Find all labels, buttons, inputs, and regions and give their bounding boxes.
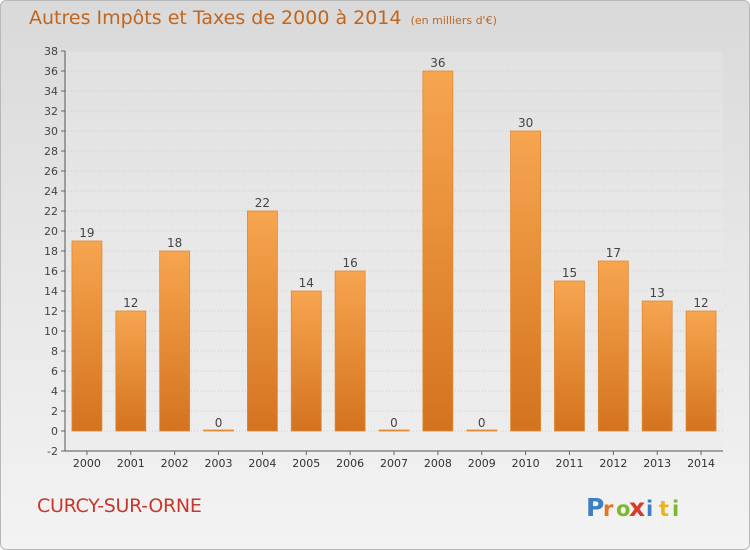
bar-2005 [290,290,322,432]
bar-2009 [466,429,498,432]
bar-2012 [597,260,629,432]
x-tick-label-2003: 2003 [205,457,233,470]
logo-letter: x [629,493,645,522]
y-tick-label: 38 [44,45,58,58]
y-tick-label: 20 [44,225,58,238]
y-tick-label: 16 [44,265,58,278]
y-tick-label: 34 [44,85,58,98]
x-tick-label-2004: 2004 [248,457,276,470]
bar-2008 [422,70,454,432]
y-tick-label: -2 [47,445,58,458]
data-label-2003: 0 [215,416,223,430]
bar-2001 [115,310,147,432]
x-tick-label-2014: 2014 [687,457,715,470]
y-tick-label: 14 [44,285,58,298]
bar-2007 [378,429,410,432]
bar-2006 [334,270,366,432]
commune-name: CURCY-SUR-ORNE [37,495,202,517]
x-tick-label-2007: 2007 [380,457,408,470]
data-label-2000: 19 [79,226,94,240]
x-tick-label-2000: 2000 [73,457,101,470]
data-label-2012: 17 [606,246,621,260]
logo-letter: i [646,497,653,521]
y-tick-label: 24 [44,185,58,198]
y-tick-label: 32 [44,105,58,118]
y-tick-label: 6 [51,365,58,378]
y-tick-label: 8 [51,345,58,358]
logo-letter: i [672,497,679,521]
x-tick-label-2001: 2001 [117,457,145,470]
logo-letter: o [616,497,630,521]
proxiti-logo: Pr ox i t i [586,493,679,522]
y-tick-label: 26 [44,165,58,178]
data-label-2006: 16 [342,256,357,270]
x-tick-label-2010: 2010 [512,457,540,470]
x-tick-label-2008: 2008 [424,457,452,470]
bar-2003 [203,429,234,432]
x-tick-label-2005: 2005 [292,457,320,470]
y-tick-label: 18 [44,245,58,258]
data-label-2009: 0 [478,416,486,430]
x-tick-label-2002: 2002 [161,457,189,470]
data-label-2004: 22 [255,196,270,210]
bar-2002 [159,250,191,432]
y-tick-label: 30 [44,125,58,138]
y-tick-label: 36 [44,65,58,78]
x-tick-label-2012: 2012 [599,457,627,470]
y-tick-label: 12 [44,305,58,318]
x-tick-label-2009: 2009 [468,457,496,470]
chart-title-unit: (en milliers d'€) [410,14,497,27]
x-tick-label-2011: 2011 [555,457,583,470]
x-tick-label-2006: 2006 [336,457,364,470]
logo-letter: t [659,497,669,521]
data-label-2007: 0 [390,416,398,430]
y-tick-label: 10 [44,325,58,338]
bar-2004 [246,210,278,432]
data-label-2011: 15 [562,266,577,280]
chart-title: Autres Impôts et Taxes de 2000 à 2014 (e… [29,7,497,29]
y-tick-label: 22 [44,205,58,218]
bar-2011 [554,280,585,432]
data-label-2001: 12 [123,296,138,310]
data-label-2010: 30 [518,116,533,130]
data-label-2005: 14 [299,276,314,290]
chart-title-main: Autres Impôts et Taxes de 2000 à 2014 [29,7,402,29]
logo-letter: r [603,497,614,521]
data-label-2013: 13 [650,286,665,300]
x-tick-label-2013: 2013 [643,457,671,470]
y-tick-label: 28 [44,145,58,158]
y-tick-label: 2 [51,405,58,418]
y-tick-label: 4 [51,385,58,398]
data-label-2002: 18 [167,236,182,250]
data-label-2014: 12 [693,296,708,310]
data-label-2008: 36 [430,56,445,70]
bar-2000 [71,240,103,432]
bar-2013 [641,300,673,432]
y-tick-label: 0 [51,425,58,438]
logo-letter: P [586,493,604,522]
bar-2014 [685,310,717,432]
bar-2010 [510,130,542,432]
